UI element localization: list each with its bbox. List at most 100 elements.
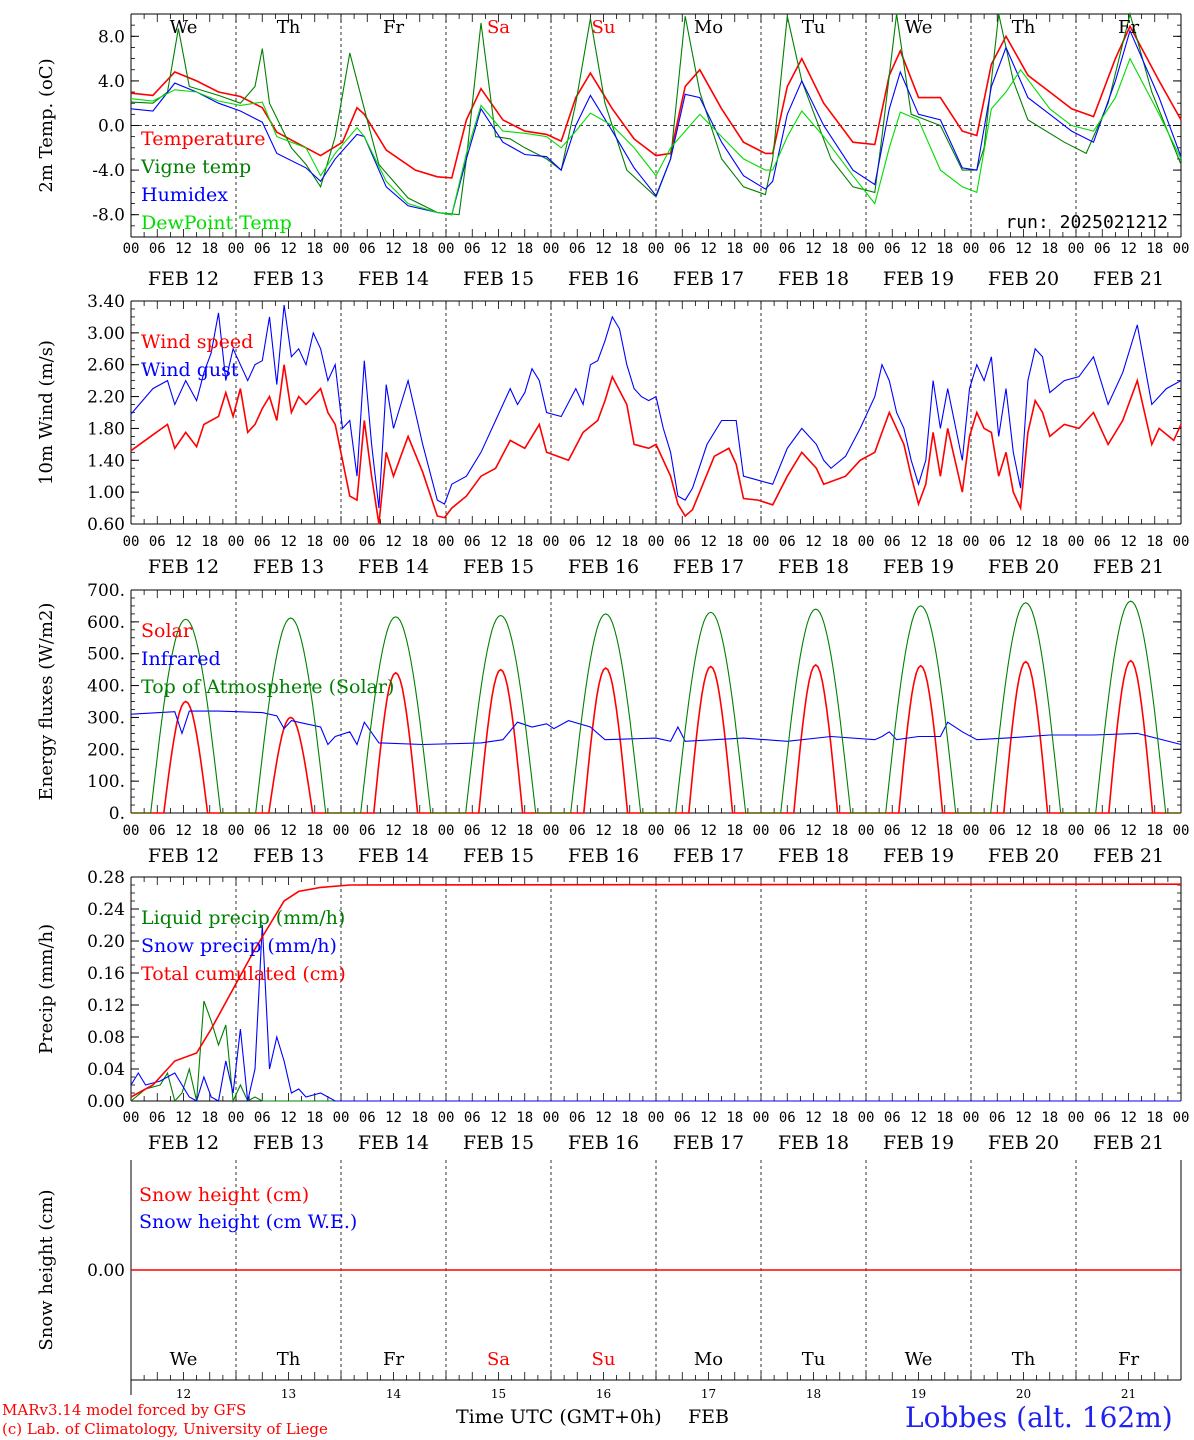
x-date-label: FEB 16 (568, 1132, 639, 1154)
x-hour-label: 00 (543, 823, 560, 839)
x-hour-label: 00 (963, 1110, 980, 1126)
y-tick-label: -8.0 (92, 206, 125, 226)
day-name-bottom: Th (1012, 1349, 1036, 1370)
y-tick-label: 2.60 (87, 356, 125, 376)
x-hour-label: 18 (1041, 241, 1058, 257)
y-tick-label: 1.80 (87, 419, 125, 439)
legend-entry: Snow height (cm W.E.) (139, 1211, 357, 1233)
x-hour-label: 06 (464, 823, 481, 839)
day-number: 18 (806, 1387, 821, 1401)
x-hour-label: 06 (779, 534, 796, 550)
y-axis-title: Snow height (cm) (36, 1189, 57, 1350)
x-hour-label: 00 (648, 534, 665, 550)
x-hour-label: 12 (490, 534, 507, 550)
x-hour-label: 06 (464, 534, 481, 550)
x-hour-label: 00 (963, 241, 980, 257)
x-hour-label: 06 (674, 823, 691, 839)
x-hour-label: 18 (1041, 823, 1058, 839)
series-line-top-of-atmosphere-solar- (131, 600, 1181, 814)
run-label: run: 2025021212 (1005, 212, 1168, 233)
y-tick-label: 0.28 (87, 868, 125, 888)
x-axis-title: Time UTC (GMT+0h) (456, 1406, 662, 1428)
day-name-top: Tu (802, 17, 826, 38)
x-hour-label: 00 (648, 241, 665, 257)
y-tick-label: 0.16 (87, 964, 125, 984)
x-hour-label: 06 (989, 241, 1006, 257)
legend-entry: Humidex (141, 184, 228, 206)
day-number: 16 (596, 1387, 611, 1401)
x-hour-label: 18 (201, 1110, 218, 1126)
x-date-label: FEB 19 (883, 845, 954, 867)
x-hour-label: 18 (1041, 534, 1058, 550)
x-hour-label: 00 (543, 241, 560, 257)
legend-entry: Snow precip (mm/h) (141, 935, 337, 957)
x-hour-label: 06 (674, 241, 691, 257)
series-group (130, 304, 1182, 525)
day-name-top: We (170, 17, 198, 38)
x-hour-label: 06 (254, 534, 271, 550)
x-hour-label: 00 (438, 241, 455, 257)
x-hour-label: 00 (858, 534, 875, 550)
x-date-label: FEB 15 (463, 268, 534, 290)
x-hour-label: 12 (490, 241, 507, 257)
x-date-label: FEB 18 (778, 845, 849, 867)
x-date-label: FEB 21 (1093, 1132, 1164, 1154)
x-hour-label: 18 (1146, 241, 1163, 257)
x-hour-label: 12 (1015, 823, 1032, 839)
series-line-wind-speed (130, 364, 1182, 525)
lab-credit: (c) Lab. of Climatology, University of L… (2, 1420, 328, 1438)
day-number: 17 (701, 1387, 716, 1401)
x-hour-label: 12 (1120, 823, 1137, 839)
x-date-label: FEB 15 (463, 1132, 534, 1154)
x-hour-label: 06 (779, 241, 796, 257)
x-date-label: FEB 21 (1093, 268, 1164, 290)
x-hour-label: 12 (1120, 1110, 1137, 1126)
x-hour-label: 06 (989, 1110, 1006, 1126)
legend-entry: Snow height (cm) (139, 1184, 309, 1206)
x-date-label: FEB 18 (778, 556, 849, 578)
x-date-label: FEB 20 (988, 268, 1059, 290)
x-hour-label: 06 (149, 534, 166, 550)
day-name-top: Fr (383, 17, 404, 38)
day-name-bottom: Fr (383, 1349, 404, 1370)
x-hour-label: 06 (464, 241, 481, 257)
x-date-label: FEB 20 (988, 556, 1059, 578)
x-hour-label: 06 (779, 1110, 796, 1126)
y-tick-label: 100. (87, 772, 125, 792)
x-hour-label: 06 (989, 823, 1006, 839)
x-hour-label: 18 (411, 241, 428, 257)
x-hour-label: 00 (753, 241, 770, 257)
x-hour-label: 18 (411, 534, 428, 550)
legend-entry: Wind speed (141, 331, 253, 353)
x-hour-label: 00 (753, 1110, 770, 1126)
x-hour-label: 06 (254, 241, 271, 257)
x-hour-label: 06 (1094, 534, 1111, 550)
day-name-top: Sa (487, 17, 510, 38)
series-line-humidex (130, 29, 1182, 216)
x-hour-label: 06 (884, 823, 901, 839)
x-date-label: FEB 13 (253, 845, 324, 867)
x-date-label: FEB 14 (358, 1132, 429, 1154)
x-date-label: FEB 12 (148, 268, 219, 290)
y-tick-label: 300. (87, 708, 125, 728)
x-hour-label: 12 (595, 1110, 612, 1126)
day-number: 19 (911, 1387, 926, 1401)
day-name-bottom: Mo (694, 1349, 723, 1370)
legend-entry: Total cumulated (cm) (141, 963, 346, 985)
x-hour-label: 06 (989, 534, 1006, 550)
x-date-label: FEB 12 (148, 556, 219, 578)
x-hour-label: 06 (359, 1110, 376, 1126)
x-hour-label: 00 (1068, 534, 1085, 550)
x-hour-label: 18 (201, 534, 218, 550)
x-date-label: FEB 17 (673, 268, 744, 290)
x-hour-label: 00 (1068, 1110, 1085, 1126)
x-hour-label: 00 (543, 1110, 560, 1126)
x-hour-label: 00 (1068, 241, 1085, 257)
x-hour-label: 12 (805, 1110, 822, 1126)
legend-entry: Wind gust (141, 359, 239, 381)
x-hour-label: 06 (254, 1110, 271, 1126)
x-hour-label: 18 (306, 1110, 323, 1126)
x-hour-label: 12 (700, 1110, 717, 1126)
x-date-label: FEB 17 (673, 556, 744, 578)
x-hour-label: 06 (674, 534, 691, 550)
